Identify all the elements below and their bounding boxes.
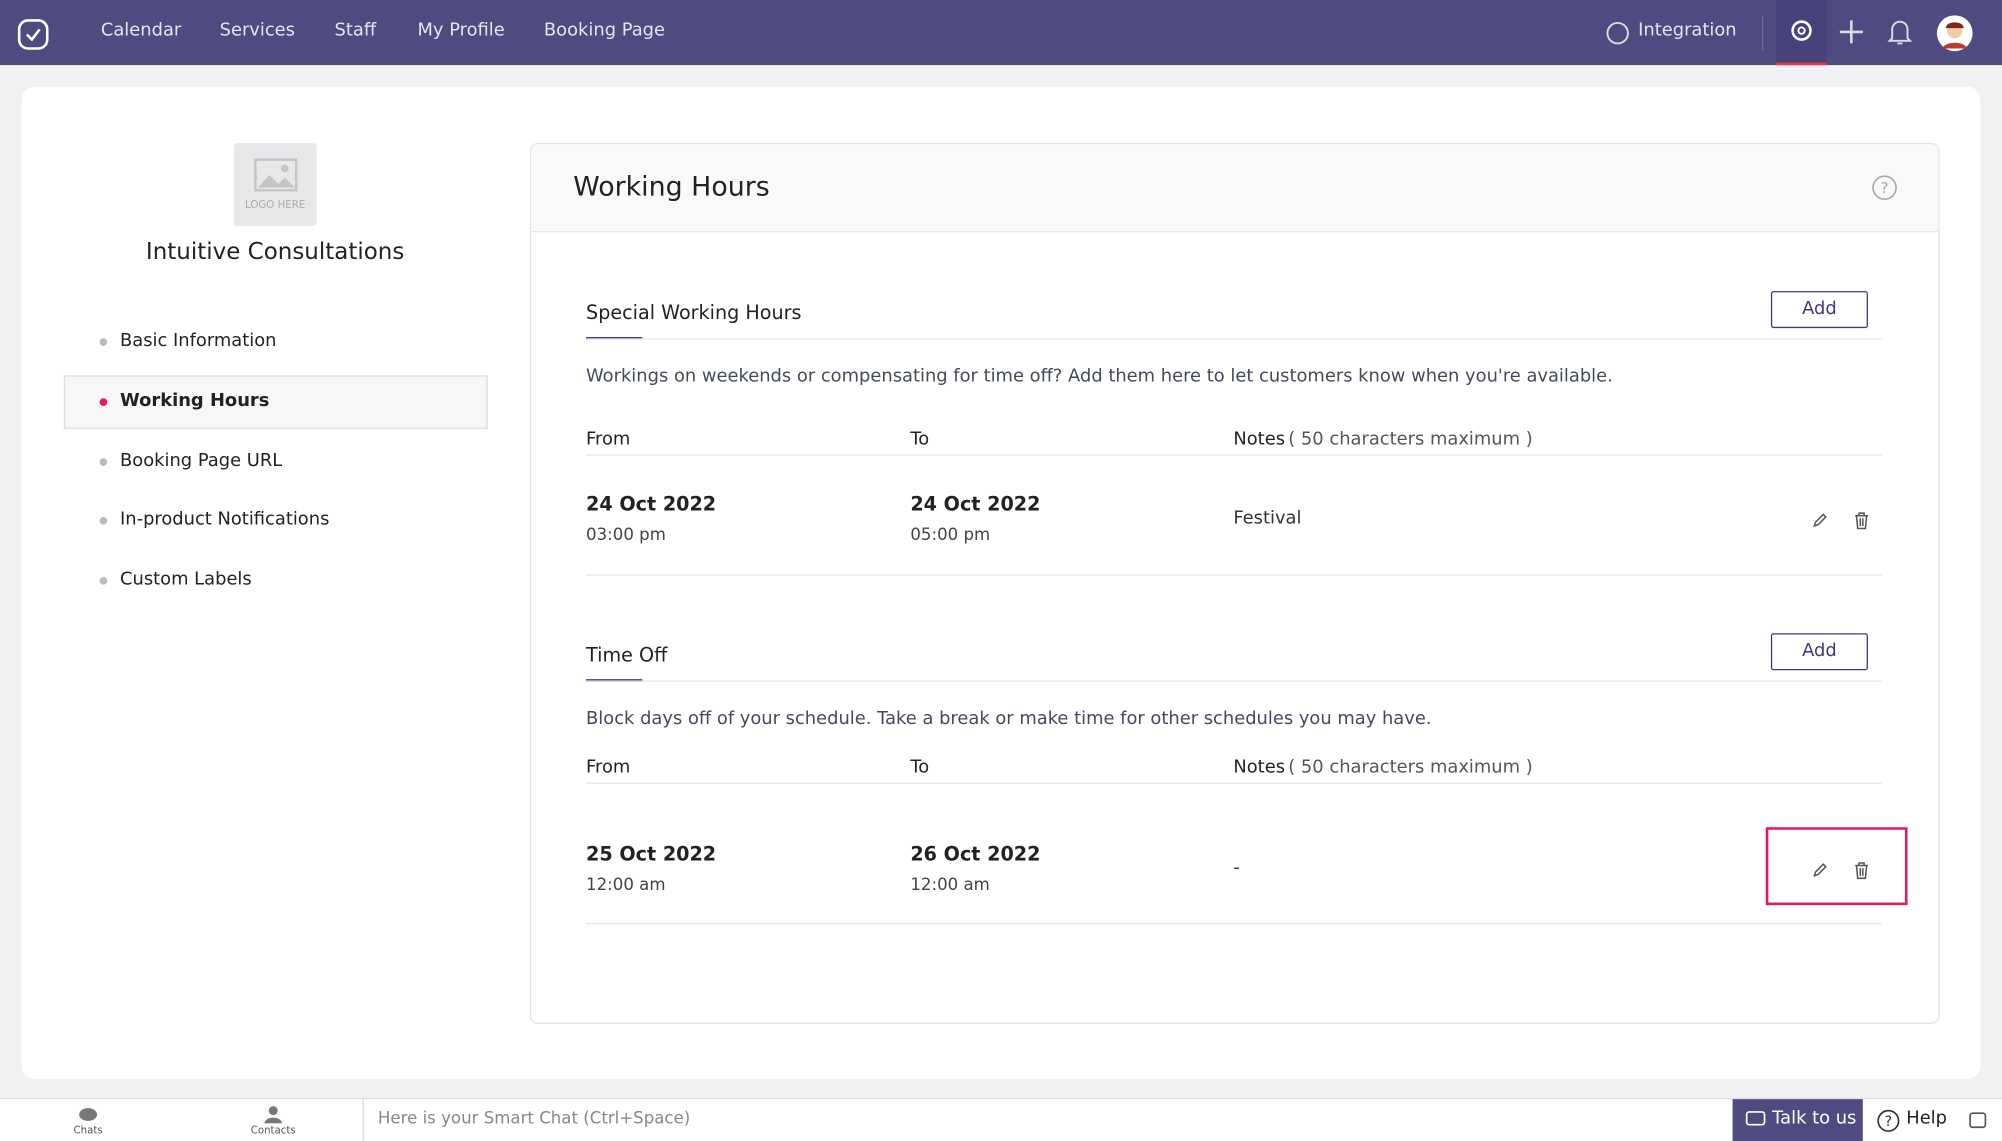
delete-icon[interactable]: [1853, 511, 1871, 535]
chats-icon[interactable]: [78, 1107, 98, 1125]
from-date: 24 Oct 2022: [586, 492, 717, 516]
notes: -: [1233, 857, 1240, 879]
nav-item[interactable]: Services: [219, 20, 295, 41]
divider: [586, 680, 1882, 682]
svg-text:?: ?: [1880, 179, 1888, 197]
settings-tab[interactable]: [1776, 0, 1828, 66]
chat-input[interactable]: Here is your Smart Chat (Ctrl+Space): [377, 1109, 691, 1129]
help-circle[interactable]: ?: [1876, 1108, 1902, 1134]
menu-bullet: [99, 577, 108, 585]
menu-item[interactable]: Working Hours: [120, 390, 270, 411]
from-date: 25 Oct 2022: [586, 842, 717, 866]
edit-icon[interactable]: [1810, 511, 1828, 535]
divider: [1761, 15, 1764, 50]
add-icon[interactable]: [1837, 18, 1865, 46]
contacts[interactable]: Contacts: [250, 1124, 296, 1137]
app-logo[interactable]: [15, 14, 53, 52]
menu-bullet: [99, 398, 108, 406]
working-hours-panel: Working Hours ?: [529, 142, 1940, 1024]
to-date: 24 Oct 2022: [910, 492, 1041, 516]
logo-placeholder: LOGO HERE: [233, 142, 317, 226]
add-button[interactable]: Add: [1770, 291, 1868, 329]
from-time: 12:00 am: [586, 875, 666, 895]
bell-icon[interactable]: [1887, 18, 1913, 46]
contacts-icon[interactable]: [263, 1106, 283, 1124]
section-title: Special Working Hours: [586, 301, 802, 325]
column-header: Notes: [1233, 757, 1286, 778]
divider: [586, 454, 1882, 456]
panel-header: [531, 144, 1939, 233]
divider: [586, 782, 1882, 784]
notes: Festival: [1233, 508, 1302, 529]
integration[interactable]: Integration: [1638, 20, 1737, 41]
delete-icon[interactable]: [1853, 860, 1871, 884]
bottom-bar: Chats Contacts Here is your Smart Chat (…: [0, 1097, 2002, 1141]
active-menu-bg: [63, 375, 488, 429]
svg-text:?: ?: [1885, 1114, 1892, 1130]
column-header: From: [586, 757, 631, 778]
column-header: To: [910, 428, 930, 450]
nav-item[interactable]: My Profile: [417, 20, 505, 41]
from-time: 03:00 pm: [586, 525, 666, 546]
column-header: From: [586, 428, 631, 450]
menu-item[interactable]: Basic Information: [120, 330, 277, 352]
add-button[interactable]: Add: [1770, 633, 1868, 671]
highlight-box: [1765, 827, 1908, 906]
divider: [586, 574, 1882, 576]
top-nav: Integration Calendar Services Staff My Prof…: [0, 0, 2002, 66]
menu-item[interactable]: In-product Notifications: [120, 509, 330, 531]
column-header: Notes: [1233, 428, 1286, 450]
menu-bullet: [99, 338, 108, 346]
column-hint: ( 50 characters maximum ): [1288, 757, 1533, 778]
section-description: Block days off of your schedule. Take a …: [586, 708, 1432, 729]
integration-icon: [1606, 22, 1629, 45]
help[interactable]: Help: [1906, 1108, 1948, 1129]
to-time: 12:00 am: [910, 875, 990, 895]
menu-item[interactable]: Booking Page URL: [120, 450, 283, 471]
nav-item[interactable]: Staff: [334, 20, 377, 41]
talk-label: Talk to us: [1772, 1108, 1857, 1129]
edit-icon[interactable]: [1810, 860, 1828, 884]
divider: [586, 338, 1882, 340]
section-title: Time Off: [586, 643, 668, 667]
talk-button[interactable]: Talk to us: [1732, 1099, 1863, 1141]
divider: [586, 922, 1882, 925]
tab-underline: [586, 337, 643, 340]
company-name: Intuitive Consultations: [145, 238, 405, 266]
divider: [362, 1099, 364, 1141]
section-description: Workings on weekends or compensating for…: [586, 366, 1613, 387]
menu-bullet: [99, 457, 108, 466]
to-date: 26 Oct 2022: [910, 842, 1041, 866]
column-header: To: [910, 757, 930, 778]
help-icon[interactable]: ?: [1870, 174, 1898, 202]
nav-item[interactable]: Calendar: [100, 20, 182, 41]
nav-item[interactable]: Booking Page: [543, 20, 666, 41]
menu-item[interactable]: Custom Labels: [120, 569, 252, 591]
avatar[interactable]: [1936, 14, 1974, 52]
chats[interactable]: Chats: [73, 1124, 103, 1137]
menu-bullet: [99, 517, 108, 526]
bot-icon[interactable]: [1968, 1109, 1988, 1129]
column-hint: ( 50 characters maximum ): [1288, 428, 1533, 450]
logo-text: LOGO HERE: [245, 199, 306, 211]
panel-title: Working Hours: [573, 171, 770, 202]
to-time: 05:00 pm: [910, 525, 991, 546]
